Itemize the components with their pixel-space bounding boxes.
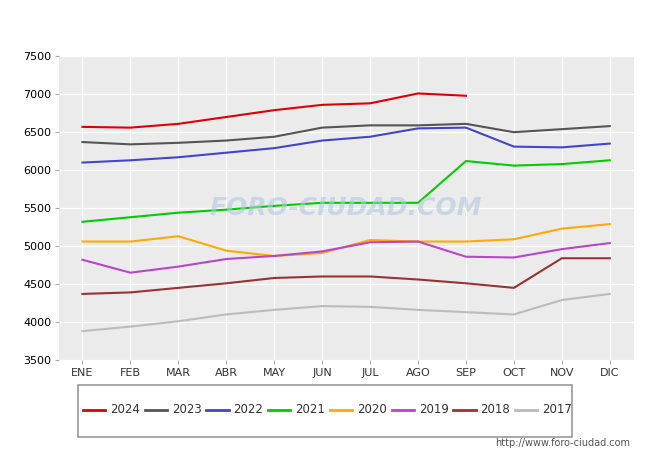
Text: Afiliados en Lorquí a 30/9/2024: Afiliados en Lorquí a 30/9/2024 bbox=[185, 14, 465, 33]
Text: 2023: 2023 bbox=[172, 403, 202, 416]
Text: 2021: 2021 bbox=[295, 403, 325, 416]
Text: 2020: 2020 bbox=[357, 403, 387, 416]
Text: http://www.foro-ciudad.com: http://www.foro-ciudad.com bbox=[495, 438, 630, 448]
Text: 2018: 2018 bbox=[480, 403, 510, 416]
FancyBboxPatch shape bbox=[78, 385, 572, 436]
Text: 2019: 2019 bbox=[419, 403, 448, 416]
Text: 2017: 2017 bbox=[542, 403, 572, 416]
Text: FORO-CIUDAD.COM: FORO-CIUDAD.COM bbox=[210, 196, 482, 220]
Text: 2022: 2022 bbox=[233, 403, 263, 416]
Text: 2024: 2024 bbox=[110, 403, 140, 416]
